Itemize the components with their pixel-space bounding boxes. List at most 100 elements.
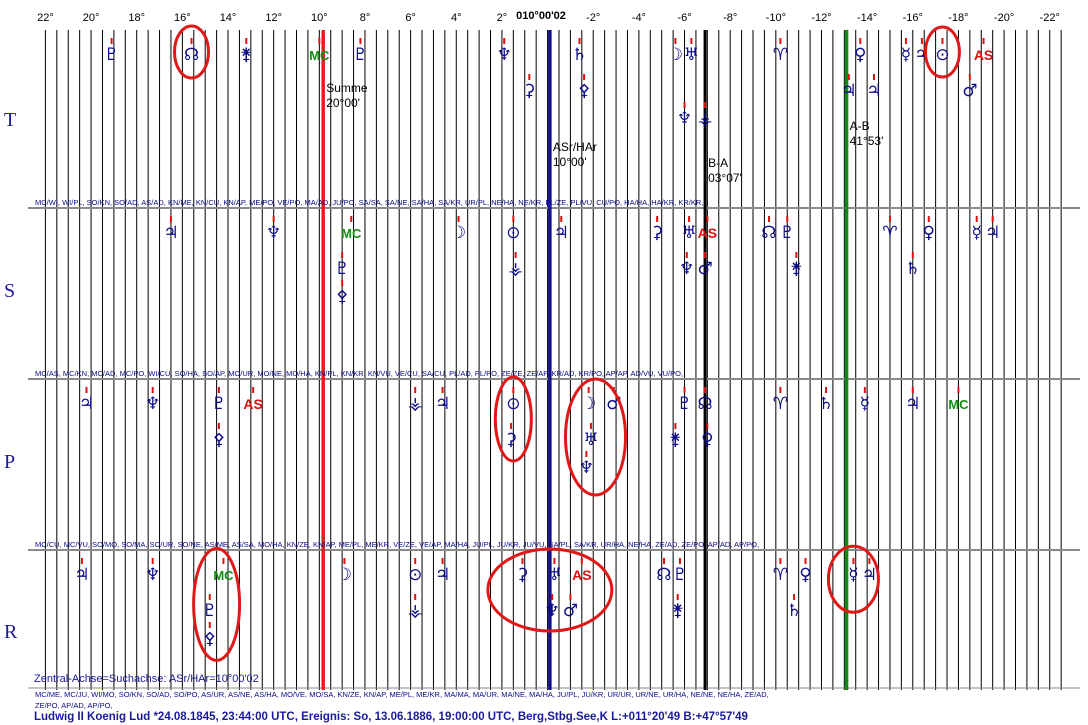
highlight-circle (192, 546, 242, 662)
point-symbol: MC (213, 568, 234, 583)
point-symbol: ☽ (668, 45, 683, 65)
point-symbol: ♃ (163, 223, 178, 243)
grid-lines (44, 30, 1062, 690)
data-points: ♇ ☊ ⚵ MC ♇ ♆ ♄ ☽ ♅ ♈ ♀ ☿ ♃ ⊙ AS⚳ ⚴♆ ⚶♃ ♃ ♂♃ ♆ MC ☽ ⊙ ♃ ⚳ ♅ AS ☊ ♇ ♈ ♀ ☿… (74, 38, 1000, 649)
point-symbol: ♇ (672, 565, 687, 585)
x-axis-ticks: 22° 20° 18° 16° 14° 12° 10° 8° 6° 4° 2° -2° -4° -6° -8… (37, 12, 1060, 24)
point-symbol: ♆ (497, 45, 512, 65)
point-symbol: ⚶ (408, 394, 422, 414)
point-symbol: ♇ (211, 394, 226, 414)
point-symbol: ☿ (848, 565, 858, 585)
x-tick-label: 20° (83, 12, 100, 24)
reference-label-a-b: A-B 41°53' (850, 119, 884, 148)
footer: Zentral-Achse=Suchachse: ASr/HAr=10°00'0… (34, 673, 769, 723)
x-tick-label: 10° (311, 12, 328, 24)
point-symbol: ♃ (79, 394, 94, 414)
reference-label-asr-har: ASr/HAr 10°00' (553, 140, 597, 169)
x-tick-label: -4° (632, 12, 646, 24)
highlight-circle (826, 544, 880, 614)
point-symbol: ⊙ (506, 394, 520, 414)
highlight-circle (564, 377, 628, 497)
point-symbol: ♆ (545, 601, 560, 621)
x-tick-label: -22° (1040, 12, 1060, 24)
row-list-r-line1: MC/ME, MC/JU, WI/MO, SO/KN, SO/AD, SO/PO… (35, 690, 769, 699)
highlight-circle (172, 24, 210, 80)
point-symbol: AS (974, 47, 993, 63)
point-symbol: MC (948, 397, 969, 412)
x-tick-label: 6° (405, 12, 416, 24)
reference-lines (321, 30, 849, 690)
row-list-r-line2: ZE/PO, AP/AD, AP/PO, (35, 701, 113, 710)
point-symbol: ♄ (572, 45, 587, 65)
midpoint-lists: MC/WI, WI/PL, SO/KN, SO/AD, AS/AD, KN/ME… (35, 198, 759, 549)
row-label-r: R (4, 621, 18, 643)
center-axis-label: 010°00'02 (516, 10, 566, 22)
point-symbol: ♂ (563, 601, 578, 621)
x-tick-label: -10° (766, 12, 786, 24)
point-symbol: ♈ (773, 394, 788, 414)
x-tick-label: 2° (497, 12, 508, 24)
highlight-circle (923, 25, 961, 79)
point-symbol: MC (341, 226, 362, 241)
point-symbol: ☊ (698, 394, 713, 414)
point-symbol: ♅ (583, 430, 598, 450)
point-symbol: ♆ (677, 109, 692, 129)
red-annotations (172, 24, 961, 662)
point-symbol: ☽ (451, 223, 466, 243)
point-symbol: ♆ (679, 259, 694, 279)
x-tick-label: 12° (265, 12, 282, 24)
x-tick-label: -8° (723, 12, 737, 24)
x-tick-label: -6° (677, 12, 691, 24)
row-list-s: MC/AS, MC/KN, MC/AD, MC/PO, WI/CU, SO/HA… (35, 369, 683, 378)
point-symbol: ☿ (860, 394, 870, 414)
point-symbol: ☿ (971, 223, 981, 243)
point-symbol: ♀ (701, 430, 713, 450)
point-symbol: ♂ (697, 259, 712, 279)
x-tick-label: 4° (451, 12, 462, 24)
point-symbol: ⚴ (578, 81, 590, 101)
row-list-p: MC/CU, MC/VU, SO/MO, SO/MA, SO/UR, SO/NE… (35, 540, 759, 549)
point-symbol: ⊙ (935, 45, 949, 65)
reference-labels: Summe 20°00' ASr/HAr 10°00' B-A 03°07' A-B 41°5… (326, 81, 883, 185)
point-symbol: ♅ (684, 45, 699, 65)
point-symbol: ♀ (923, 223, 935, 243)
point-symbol: ♃ (862, 565, 877, 585)
point-symbol: ⚵ (790, 259, 802, 279)
point-symbol: ⚳ (505, 430, 517, 450)
x-tick-label: 14° (220, 12, 237, 24)
point-symbol: ⚶ (698, 109, 712, 129)
point-symbol: ⚳ (523, 81, 535, 101)
point-symbol: ♀ (854, 45, 866, 65)
point-symbol: ⊙ (408, 565, 422, 585)
point-symbol: ⚴ (336, 287, 348, 307)
point-symbol: ♃ (435, 394, 450, 414)
point-symbol: ☿ (901, 45, 911, 65)
point-symbol: ☊ (184, 45, 199, 65)
point-symbol: ♄ (905, 259, 920, 279)
point-symbol: ☊ (761, 223, 776, 243)
x-tick-label: 22° (37, 12, 54, 24)
point-symbol: ⚵ (671, 601, 683, 621)
point-symbol: ♇ (202, 601, 217, 621)
point-symbol: ♈ (773, 565, 788, 585)
x-tick-label: -2° (586, 12, 600, 24)
point-symbol: ♃ (435, 565, 450, 585)
point-symbol: ♀ (799, 565, 811, 585)
highlight-circle (486, 547, 614, 633)
point-symbol: ⚳ (651, 223, 663, 243)
point-symbol: ☊ (656, 565, 671, 585)
point-symbol: ♃ (554, 223, 569, 243)
point-symbol: ♃ (866, 81, 881, 101)
point-symbol: ⚴ (204, 629, 216, 649)
row-label-p: P (4, 451, 15, 473)
point-symbol: AS (572, 567, 591, 583)
point-symbol: ♃ (905, 394, 920, 414)
x-tick-label: -20° (994, 12, 1014, 24)
row-label-t: T (4, 109, 16, 131)
point-symbol: MC (309, 48, 330, 63)
point-symbol: ♄ (818, 394, 833, 414)
point-symbol: ♇ (335, 259, 350, 279)
point-symbol: ♅ (681, 223, 696, 243)
row-label-s: S (4, 280, 15, 302)
x-tick-label: -16° (903, 12, 923, 24)
